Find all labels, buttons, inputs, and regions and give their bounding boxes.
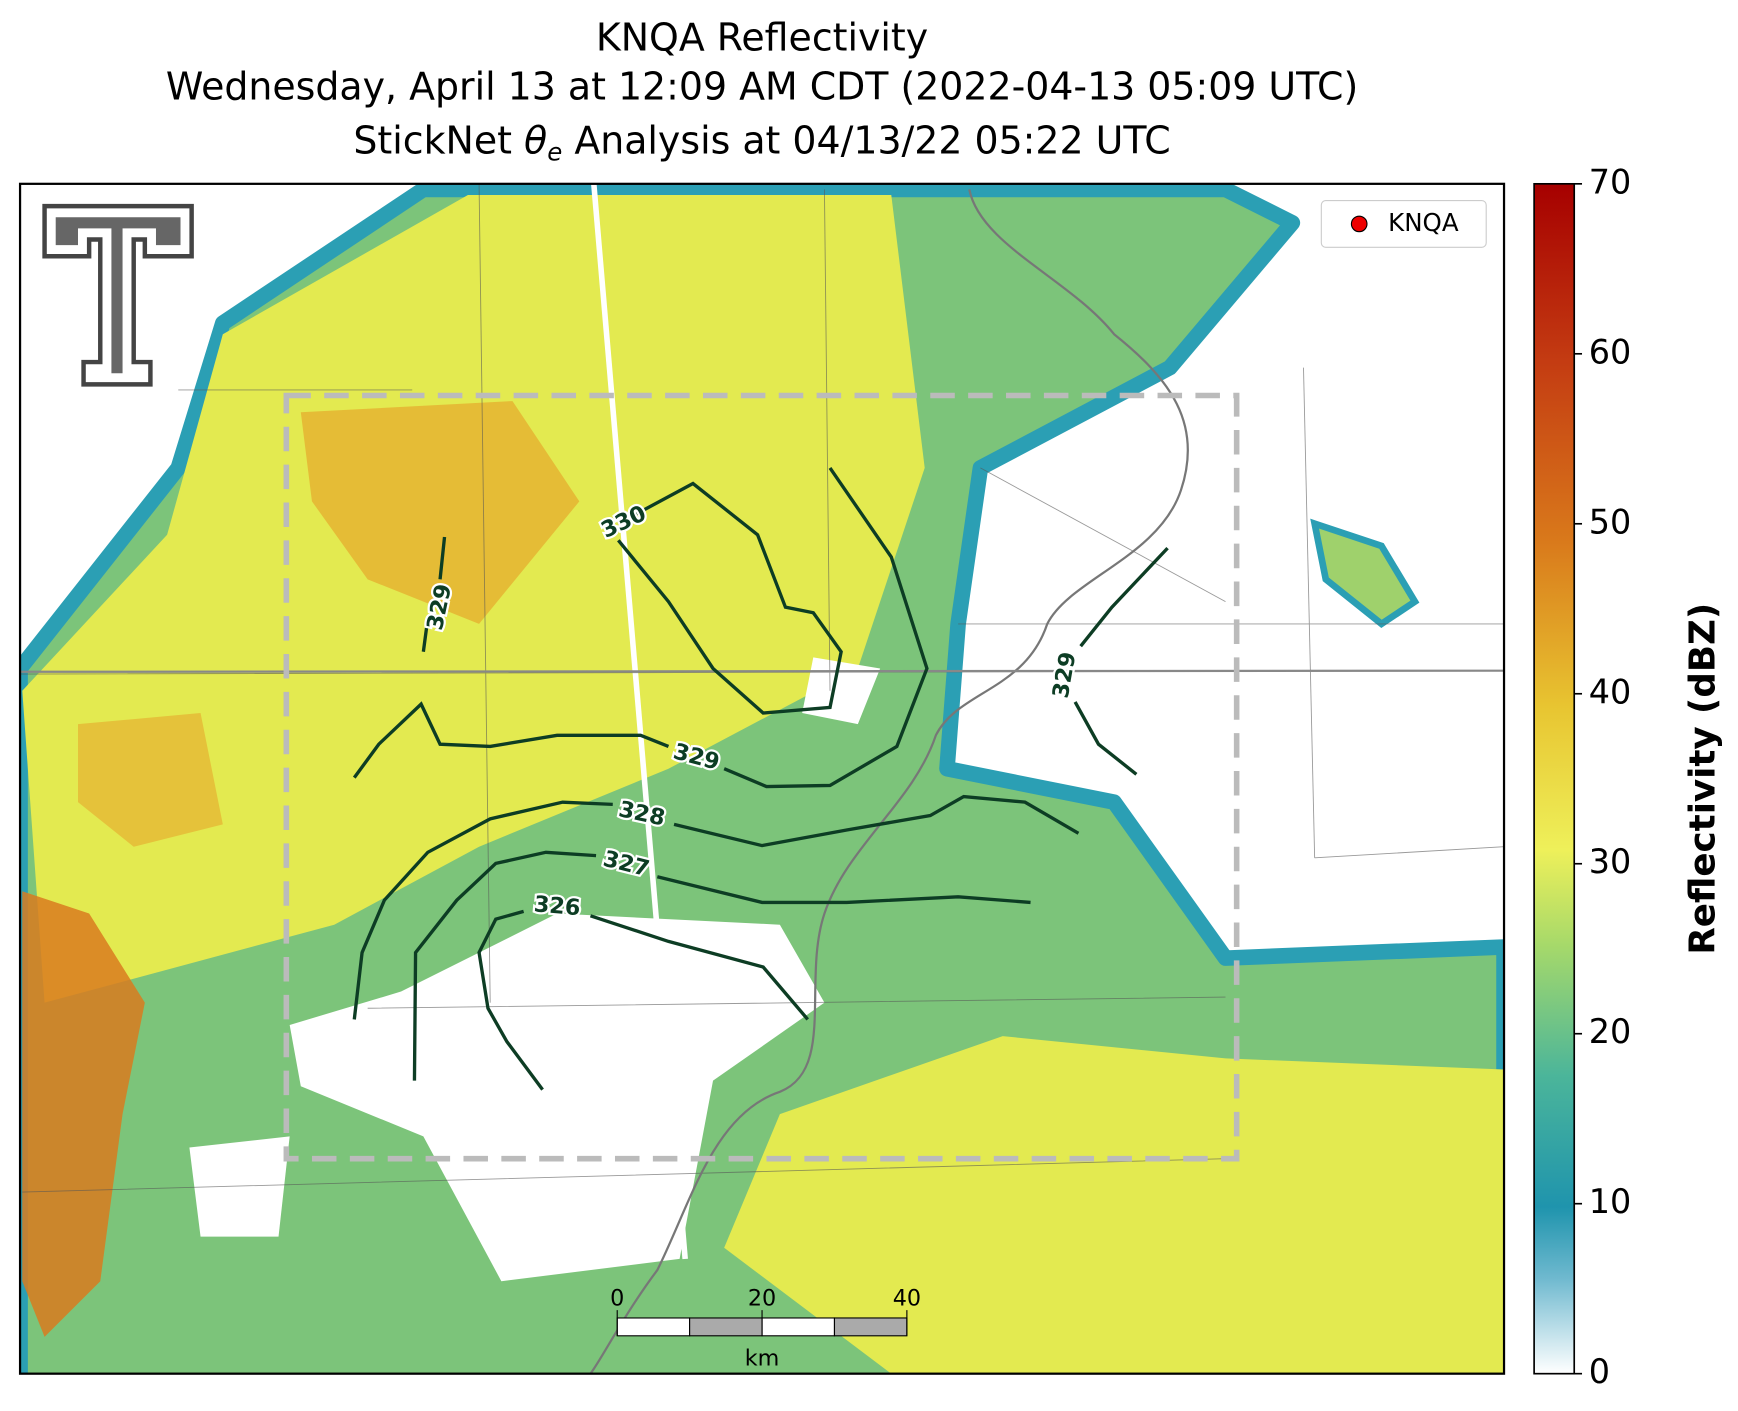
radar-map: 330 329 329 329 328 327 326 km 0 20 40 xyxy=(20,183,1505,1374)
subscript: e xyxy=(547,138,562,167)
colorbar-label: Reflectivity (dBZ) xyxy=(1683,603,1724,955)
scale-tick-label: 0 xyxy=(610,1286,624,1312)
subtitle: Wednesday, April 13 at 12:09 AM CDT (202… xyxy=(166,65,1358,109)
map-frame xyxy=(18,182,1506,1375)
analysis-domain xyxy=(283,392,1240,1162)
contour-line xyxy=(412,850,1031,1081)
scale-segment xyxy=(616,1317,691,1337)
colorbar-tick-label: 70 xyxy=(1589,162,1632,201)
legend-label: KNQA xyxy=(1388,208,1459,237)
legend: KNQA xyxy=(1320,199,1487,248)
legend-marker xyxy=(1350,215,1368,233)
radar-echo xyxy=(22,891,145,1337)
contour-line xyxy=(477,909,809,1091)
contour-line xyxy=(421,536,447,652)
scale-bar: km 0 20 40 xyxy=(610,1286,921,1372)
colorbar-tick-label: 40 xyxy=(1589,672,1632,711)
scale-segment xyxy=(689,1317,763,1337)
state-line xyxy=(20,669,1505,673)
legend-box xyxy=(1320,199,1487,248)
scale-tick-label: 40 xyxy=(893,1286,921,1312)
clear-area xyxy=(189,1136,290,1237)
analysis-suffix: Analysis at 04/13/22 05:22 UTC xyxy=(562,118,1170,162)
radar-echo xyxy=(1310,518,1420,629)
scale-unit: km xyxy=(745,1346,780,1372)
scale-segment xyxy=(761,1317,836,1337)
scale-segment xyxy=(833,1317,908,1337)
contour-line xyxy=(352,794,1080,1020)
contour-label: 326 xyxy=(533,891,582,921)
river xyxy=(589,189,1190,1374)
colorbar-tick-label: 60 xyxy=(1589,332,1632,371)
colorbar-tick-label: 30 xyxy=(1589,842,1632,881)
colorbar-tick-label: 0 xyxy=(1589,1352,1610,1391)
contour-line xyxy=(1073,546,1169,776)
radar-echo xyxy=(300,401,580,624)
contour-line xyxy=(352,466,929,789)
theta: θ xyxy=(524,118,547,162)
colorbar xyxy=(1533,182,1576,1375)
radar-echo xyxy=(724,1036,1505,1374)
colorbar-tick-label: 10 xyxy=(1589,1182,1632,1221)
colorbar-tick-label: 50 xyxy=(1589,502,1632,541)
contour-line xyxy=(617,481,843,715)
clear-area xyxy=(289,913,825,1282)
colorbar-tick-label: 20 xyxy=(1589,1012,1632,1051)
analysis-prefix: StickNet xyxy=(353,118,524,162)
beam-blockage xyxy=(591,183,688,1260)
title: KNQA Reflectivity xyxy=(596,16,928,60)
radar-echo xyxy=(77,713,223,847)
analysis-title: StickNet θe Analysis at 04/13/22 05:22 U… xyxy=(353,118,1170,167)
ttu-logo xyxy=(42,203,194,387)
scale-tick-label: 20 xyxy=(748,1286,776,1312)
